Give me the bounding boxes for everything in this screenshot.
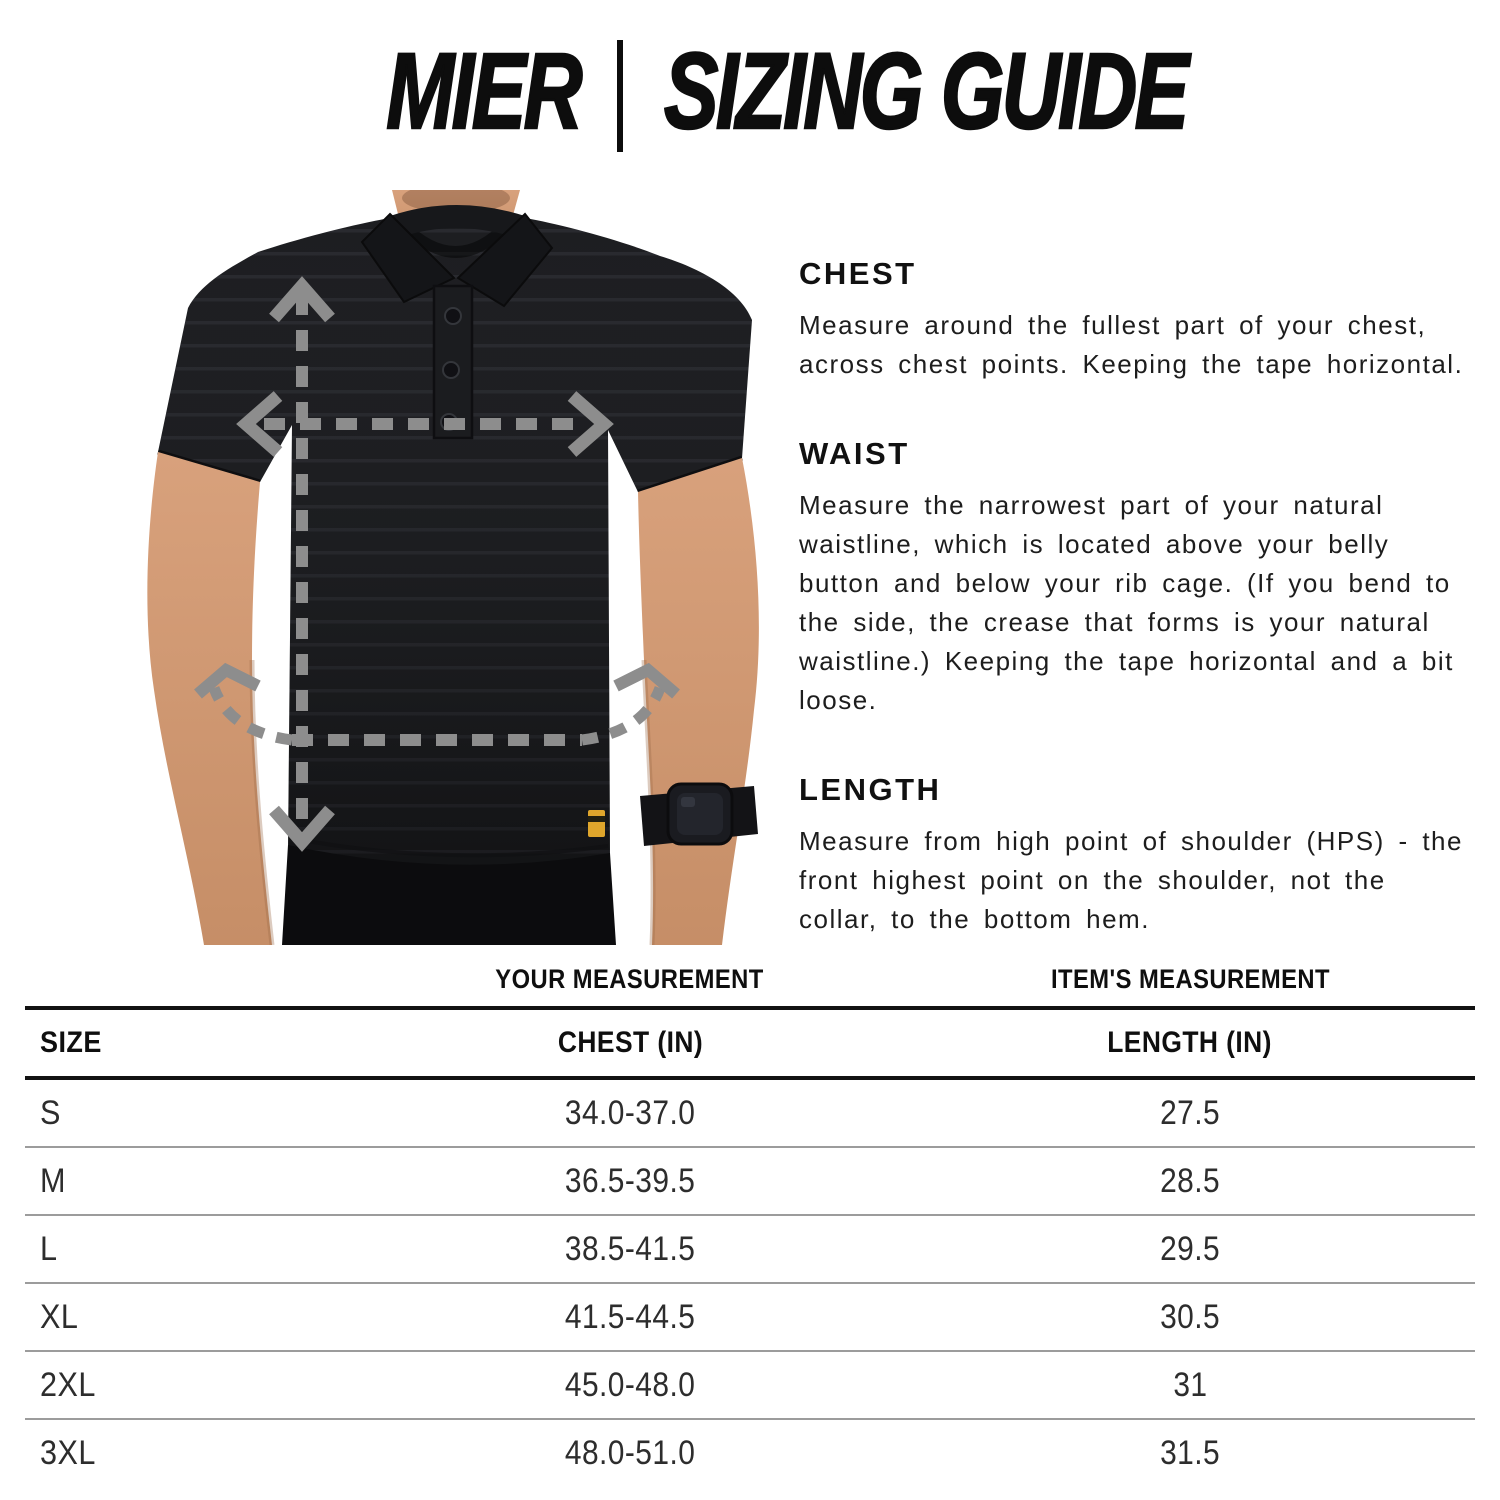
header-divider <box>617 40 623 152</box>
watch-icon <box>640 782 758 846</box>
length-cell: 31.5 <box>1159 1433 1221 1472</box>
section-chest: CHEST Measure around the fullest part of… <box>799 256 1477 384</box>
table-row: 3XL 48.0-51.0 31.5 <box>25 1418 1475 1486</box>
model-pants <box>282 845 616 945</box>
model-photo <box>140 190 770 945</box>
model-left-arm <box>147 452 275 945</box>
group-header-your-measurement: YOUR MEASUREMENT <box>495 963 765 994</box>
section-waist: WAIST Measure the narrowest part of your… <box>799 436 1477 720</box>
table-row: XL 41.5-44.5 30.5 <box>25 1282 1475 1350</box>
column-header-size: SIZE <box>40 1026 102 1059</box>
length-cell: 29.5 <box>1159 1229 1221 1268</box>
table-row: S 34.0-37.0 27.5 <box>25 1080 1475 1146</box>
section-length-heading: LENGTH <box>799 772 942 807</box>
length-cell: 28.5 <box>1159 1161 1221 1200</box>
hem-tag-icon <box>588 810 605 837</box>
section-chest-body: Measure around the fullest part of your … <box>799 310 1464 379</box>
chest-cell: 45.0-48.0 <box>564 1365 696 1404</box>
placket-button <box>442 361 460 379</box>
size-cell: S <box>40 1093 61 1132</box>
waist-arrow-icon <box>194 662 680 746</box>
section-chest-heading: CHEST <box>799 256 917 291</box>
model-right-arm <box>638 458 759 945</box>
size-table: YOUR MEASUREMENT ITEM'S MEASUREMENT SIZE… <box>25 952 1475 1486</box>
page-title: SIZING GUIDE <box>663 30 1190 152</box>
length-cell: 30.5 <box>1159 1297 1221 1336</box>
column-header-chest: CHEST (IN) <box>557 1026 703 1059</box>
table-row: M 36.5-39.5 28.5 <box>25 1146 1475 1214</box>
length-cell: 31 <box>1172 1365 1208 1404</box>
table-group-header-row: YOUR MEASUREMENT ITEM'S MEASUREMENT <box>25 952 1475 1010</box>
button-placket <box>432 284 474 440</box>
group-header-items-measurement: ITEM'S MEASUREMENT <box>1050 963 1330 994</box>
section-length-body: Measure from high point of shoulder (HPS… <box>799 826 1463 934</box>
table-column-header-row: SIZE CHEST (IN) LENGTH (IN) <box>25 1010 1475 1080</box>
section-waist-body: Measure the narrowest part of your natur… <box>799 490 1454 715</box>
chest-cell: 34.0-37.0 <box>564 1093 696 1132</box>
chest-arrow-icon <box>236 391 614 457</box>
table-row: L 38.5-41.5 29.5 <box>25 1214 1475 1282</box>
section-waist-heading: WAIST <box>799 436 910 471</box>
size-cell: 2XL <box>40 1365 96 1404</box>
size-cell: 3XL <box>40 1433 96 1472</box>
chest-cell: 48.0-51.0 <box>564 1433 696 1472</box>
sizing-illustration <box>147 190 759 945</box>
chest-cell: 36.5-39.5 <box>564 1161 696 1200</box>
brand-logo: MIER <box>385 30 583 152</box>
measurement-instructions: CHEST Measure around the fullest part of… <box>799 256 1477 991</box>
size-cell: M <box>40 1161 66 1200</box>
table-row: 2XL 45.0-48.0 31 <box>25 1350 1475 1418</box>
placket-button <box>444 307 462 325</box>
chest-cell: 38.5-41.5 <box>564 1229 696 1268</box>
size-cell: XL <box>40 1297 79 1336</box>
column-header-length: LENGTH (IN) <box>1107 1026 1273 1059</box>
section-length: LENGTH Measure from high point of should… <box>799 772 1477 939</box>
length-cell: 27.5 <box>1159 1093 1221 1132</box>
polo-collar <box>360 205 554 308</box>
size-cell: L <box>40 1229 58 1268</box>
chest-cell: 41.5-44.5 <box>564 1297 696 1336</box>
